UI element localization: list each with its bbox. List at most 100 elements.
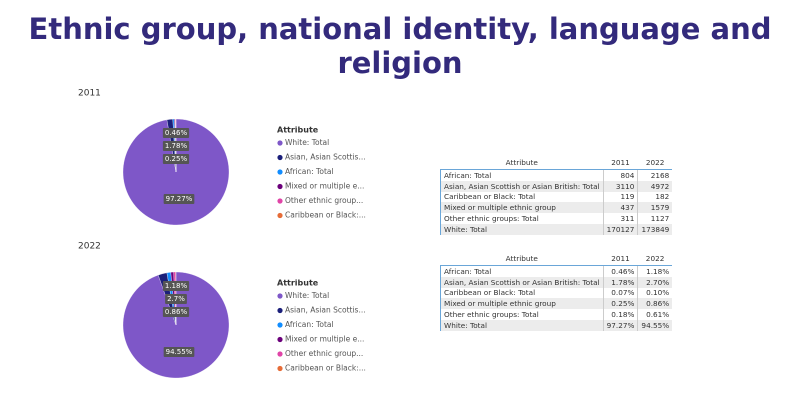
legend-title: Attribute [277, 126, 319, 135]
table-cell: 0.86% [637, 298, 673, 310]
table-cell: White: Total [440, 223, 604, 235]
header-row: Attribute 2011 2022 [441, 251, 673, 266]
legend-marker [277, 336, 283, 343]
data-label: 1.78% [162, 141, 190, 151]
data-label: 0.25% [162, 154, 190, 164]
table-cell: 94.55% [637, 319, 673, 331]
page-title: Ethnic group, national identity, languag… [28, 12, 772, 80]
table-cell: 1579 [637, 202, 673, 214]
legend-title: Attribute [277, 279, 319, 288]
table-cell: Caribbean or Black: Total [440, 287, 604, 299]
header-cell: Attribute [505, 157, 538, 167]
data-label-box [165, 294, 187, 304]
table-cell: 3110 [602, 180, 638, 192]
data-label-box [162, 128, 190, 138]
legend-label: White: Total [285, 138, 329, 147]
legend-label: Mixed or multiple e... [285, 182, 364, 191]
data-label-box [163, 194, 195, 204]
table-cell: 4972 [637, 180, 673, 192]
table-cell: Other ethnic groups: Total [440, 309, 604, 320]
table-row: Other ethnic groups: Total 311 1127 [440, 213, 673, 224]
legend-marker [277, 307, 283, 314]
table-cell: 182 [637, 191, 673, 203]
table-row: Asian, Asian Scottish or Asian British: … [440, 276, 673, 288]
count-table: Attribute 2011 2022 African: Total 804 2168 As… [440, 155, 673, 235]
data-label: 0.46% [162, 128, 190, 138]
table-cell: 0.10% [637, 287, 673, 299]
legend-label: White: Total [285, 291, 329, 300]
data-label-text: 0.25% [165, 155, 188, 163]
data-label: 0.86% [162, 307, 190, 317]
pie-slice [122, 271, 230, 379]
data-label: 1.18% [162, 281, 190, 291]
legend-marker [277, 365, 283, 372]
table-row: Caribbean or Black: Total 119 182 [440, 191, 673, 203]
table-row: Mixed or multiple ethnic group 437 1579 [440, 202, 673, 214]
table-row: White: Total 170127 173849 [440, 223, 673, 235]
table-cell: Caribbean or Black: Total [440, 191, 604, 203]
table-body: African: Total 804 2168 Asian, Asian Scotti… [440, 168, 673, 235]
table-cell: 0.61% [637, 309, 673, 320]
table-cell: 1.18% [637, 264, 673, 277]
table-cell: 0.07% [602, 287, 638, 299]
table-row: African: Total 804 2168 [440, 168, 673, 181]
table-row: Other ethnic groups: Total 0.18% 0.61% [440, 309, 673, 320]
legend-marker [277, 140, 283, 146]
legend-label: Caribbean or Black:... [285, 211, 366, 220]
data-label-text: 94.55% [166, 348, 193, 356]
table-cell: 97.27% [602, 319, 638, 331]
table-row: Caribbean or Black: Total 0.07% 0.10% [440, 287, 673, 299]
table-cell: Asian, Asian Scottish or Asian British: … [440, 276, 604, 288]
table-cell: 170127 [602, 223, 638, 235]
table-cell: 0.18% [602, 309, 638, 320]
header-cell: 2022 [645, 253, 665, 263]
header-cell: 2011 [611, 253, 630, 263]
table-cell: White: Total [440, 319, 604, 331]
data-label: 94.55% [163, 347, 195, 357]
data-label-box [162, 141, 190, 151]
table-row: White: Total 97.27% 94.55% [440, 319, 673, 331]
legend-marker [277, 198, 283, 204]
header-cell: Attribute [505, 253, 538, 263]
legend-label: Asian, Asian Scottis... [285, 306, 366, 315]
data-label-text: 0.46% [165, 129, 188, 137]
header-row: Attribute 2011 2022 [441, 155, 673, 170]
table-cell: 0.25% [602, 298, 638, 310]
legend-marker [277, 351, 283, 357]
data-label-text: 1.78% [165, 142, 188, 150]
chart-title: 2011 [78, 89, 101, 99]
data-label: 2.7% [165, 294, 187, 304]
table-cell: 1127 [637, 213, 673, 224]
table-cell: African: Total [440, 264, 604, 277]
legend-marker [277, 293, 283, 299]
data-label-box [162, 281, 190, 291]
data-label-box [162, 307, 190, 317]
table-row: African: Total 0.46% 1.18% [440, 264, 673, 277]
table-cell: 804 [602, 168, 638, 181]
header-cell: 2022 [645, 157, 665, 167]
data-label-box [162, 154, 190, 164]
table-row: Asian, Asian Scottish or Asian British: … [440, 180, 673, 192]
table-cell: 311 [602, 213, 638, 224]
table-cell: 173849 [637, 223, 673, 235]
data-label-box [163, 347, 195, 357]
table-cell: Mixed or multiple ethnic group [440, 202, 604, 214]
data-label-text: 2.7% [167, 295, 185, 303]
legend-label: Mixed or multiple e... [285, 335, 364, 344]
legend-marker [277, 212, 283, 219]
legend-marker [277, 322, 283, 328]
table-cell: 2168 [637, 168, 673, 181]
table-header: Attribute 2011 2022 [441, 155, 673, 170]
data-label-text: 1.18% [165, 282, 188, 290]
chart-title: 2022 [78, 242, 101, 252]
table-cell: 2.70% [637, 276, 673, 288]
data-label-text: 0.86% [165, 308, 188, 316]
table-cell: Mixed or multiple ethnic group [440, 298, 604, 310]
table-cell: African: Total [440, 168, 604, 181]
table-cell: 437 [602, 202, 638, 214]
table-cell: Asian, Asian Scottish or Asian British: … [440, 180, 604, 192]
table-body: African: Total 0.46% 1.18% Asian, Asian Sco… [440, 264, 673, 331]
legend-label: Asian, Asian Scottis... [285, 153, 366, 162]
